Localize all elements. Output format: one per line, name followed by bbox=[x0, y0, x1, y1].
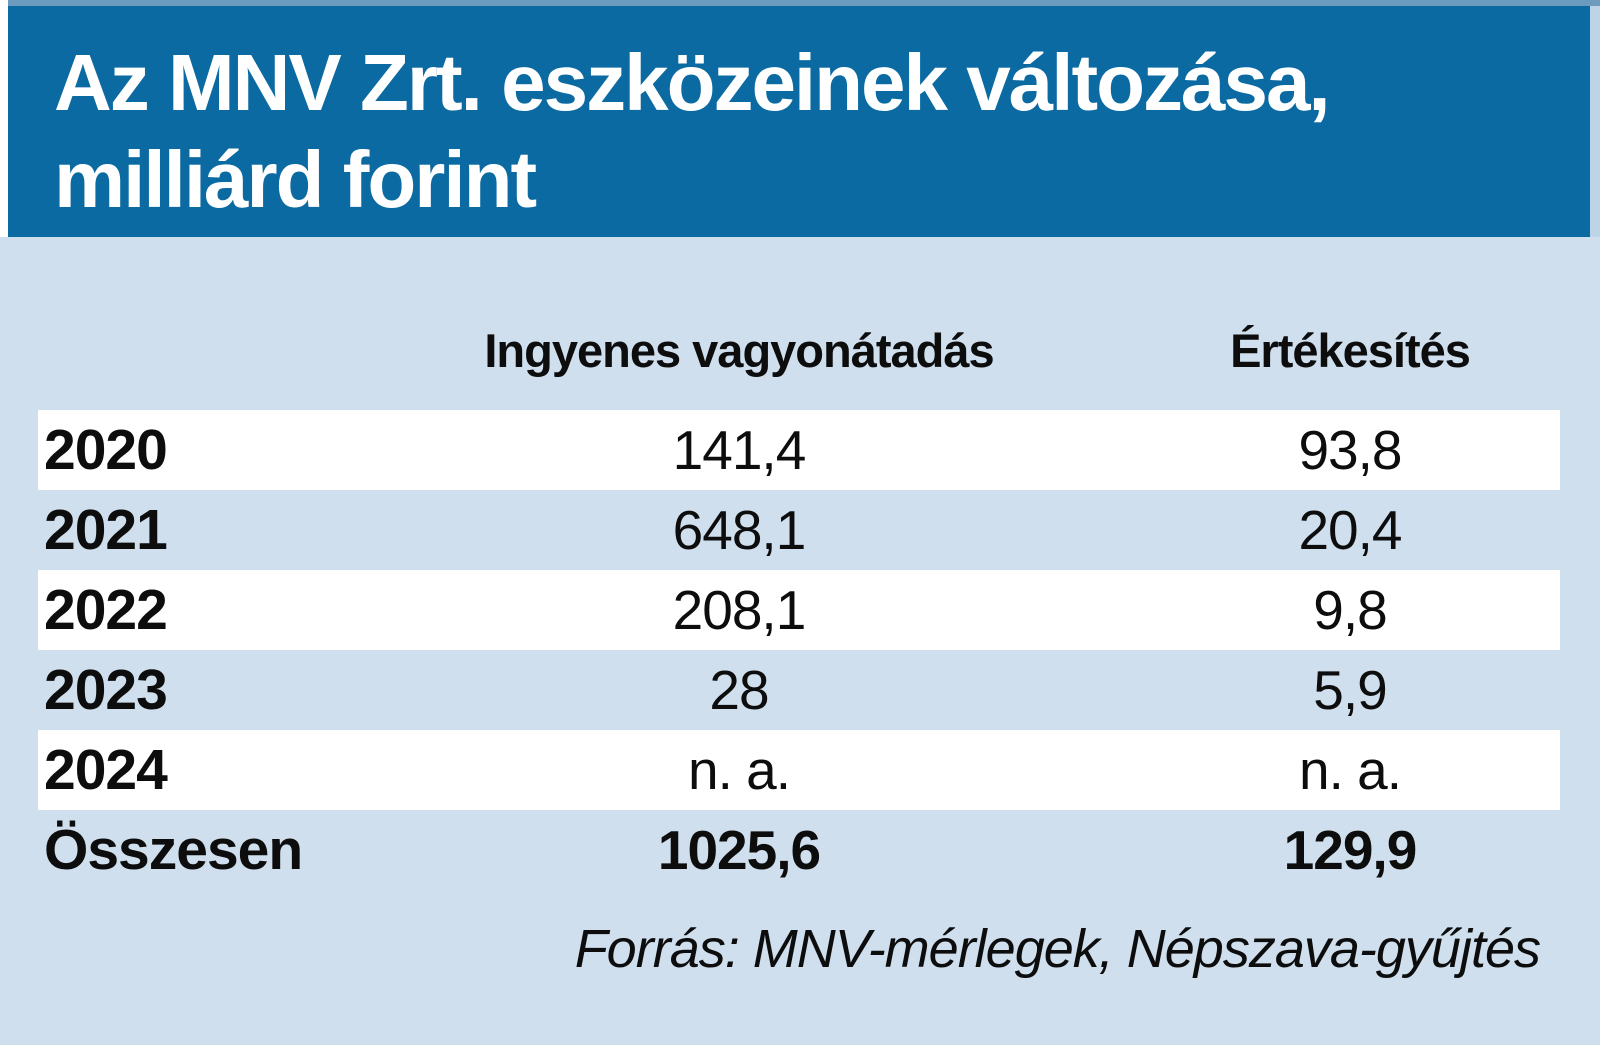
data-table: 2020 141,4 93,8 2021 648,1 20,4 2022 208… bbox=[38, 410, 1560, 890]
value-2021-ertekesites: 20,4 bbox=[1298, 499, 1402, 561]
value-2024-ertekesites: n. a. bbox=[1298, 739, 1402, 801]
table-row: 2024 n. a. n. a. bbox=[38, 730, 1560, 810]
value-2020-ingyenes: 141,4 bbox=[672, 419, 807, 481]
row-label-2020: 2020 bbox=[44, 418, 168, 482]
chart-title-line2: milliárd forint bbox=[54, 135, 537, 224]
value-2021-ingyenes: 648,1 bbox=[672, 499, 807, 561]
table-row: 2022 208,1 9,8 bbox=[38, 570, 1560, 650]
right-edge-strip bbox=[1590, 6, 1600, 237]
value-2023-ingyenes: 28 bbox=[709, 659, 769, 721]
row-label-2024: 2024 bbox=[44, 738, 168, 802]
value-2022-ingyenes: 208,1 bbox=[672, 579, 807, 641]
title-banner: Az MNV Zrt. eszközeinek változása, milli… bbox=[8, 6, 1590, 237]
column-header-ingyenes-vagyonatadas: Ingyenes vagyonátadás bbox=[484, 323, 994, 377]
row-label-2021: 2021 bbox=[44, 498, 168, 562]
value-2024-ingyenes: n. a. bbox=[687, 739, 791, 801]
row-label-2023: 2023 bbox=[44, 658, 168, 722]
value-total-ertekesites: 129,9 bbox=[1283, 819, 1418, 881]
value-2020-ertekesites: 93,8 bbox=[1298, 419, 1402, 481]
value-2022-ertekesites: 9,8 bbox=[1313, 579, 1387, 641]
table-row: 2023 28 5,9 bbox=[38, 650, 1560, 730]
chart-title-line1: Az MNV Zrt. eszközeinek változása, bbox=[54, 38, 1331, 127]
source-caption: Forrás: MNV-mérlegek, Népszava-gyűjtés bbox=[574, 919, 1541, 979]
table-row: 2020 141,4 93,8 bbox=[38, 410, 1560, 490]
row-label-osszesen: Összesen bbox=[44, 818, 303, 882]
row-label-2022: 2022 bbox=[44, 578, 168, 642]
column-header-ertekesites: Értékesítés bbox=[1230, 323, 1471, 377]
top-edge-strip bbox=[8, 0, 1600, 6]
value-total-ingyenes: 1025,6 bbox=[657, 819, 821, 881]
table-row-total: Összesen 1025,6 129,9 bbox=[38, 810, 1560, 890]
table-column-headers: Ingyenes vagyonátadás Értékesítés bbox=[38, 300, 1560, 400]
value-2023-ertekesites: 5,9 bbox=[1313, 659, 1387, 721]
table-row: 2021 648,1 20,4 bbox=[38, 490, 1560, 570]
